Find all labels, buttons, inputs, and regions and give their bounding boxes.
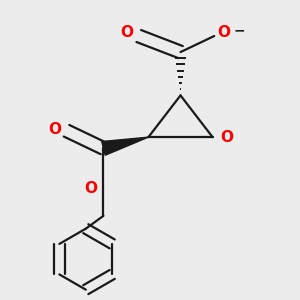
Polygon shape xyxy=(102,137,148,155)
Text: O: O xyxy=(120,25,133,40)
Text: −: − xyxy=(233,23,245,37)
Text: O: O xyxy=(48,122,61,136)
Text: O: O xyxy=(220,130,234,145)
Text: O: O xyxy=(218,25,230,40)
Text: O: O xyxy=(84,181,97,196)
